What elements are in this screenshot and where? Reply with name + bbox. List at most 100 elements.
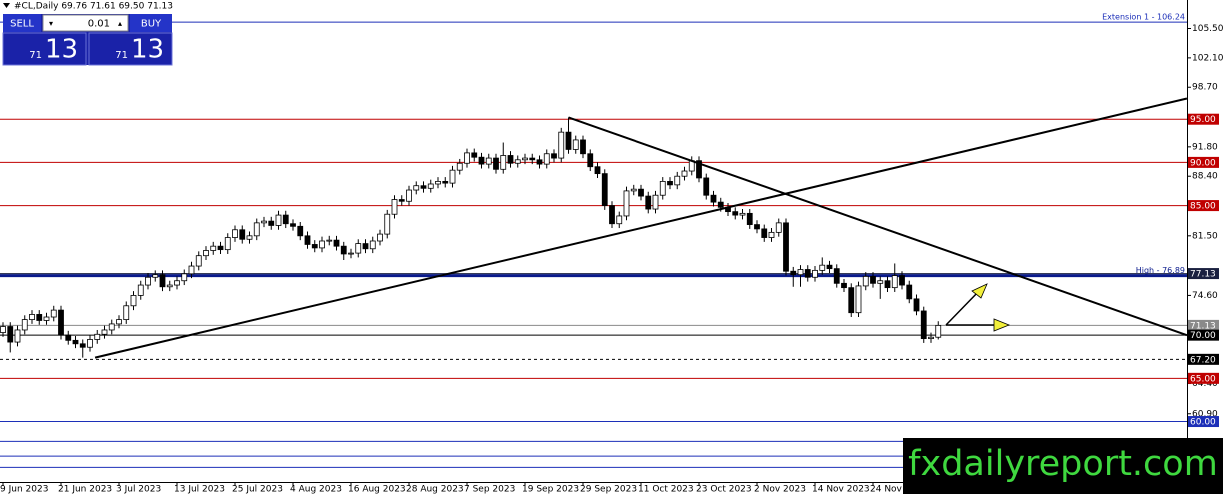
buy-price-small: 71 [115, 50, 128, 61]
sell-button[interactable] [3, 14, 41, 32]
candle-body [442, 180, 449, 184]
candle-body [630, 188, 637, 192]
candle-body [174, 280, 180, 286]
lot-up[interactable]: ▴ [118, 19, 122, 28]
candle-body [87, 339, 93, 348]
candle-body [862, 276, 869, 287]
candle-body [391, 199, 398, 215]
candle-body [746, 212, 753, 225]
candle-body [920, 310, 927, 340]
level-annotation: Extension 1 - 106.24 [1102, 13, 1185, 22]
candle-body [188, 265, 195, 275]
candle-body [812, 269, 818, 278]
menu-icon[interactable] [3, 3, 10, 8]
candle-body [754, 224, 760, 230]
candle-body [493, 157, 499, 170]
candle-body [884, 280, 891, 289]
y-tick-label: 102.10 [1192, 53, 1223, 63]
candle-body [253, 222, 260, 237]
candle-body [319, 240, 325, 249]
lot-down[interactable]: ▾ [49, 19, 53, 28]
candle-body [340, 245, 347, 255]
candle-body [152, 274, 159, 278]
sell-price-small: 71 [29, 50, 42, 61]
level-label-bg [1188, 416, 1219, 428]
candle-body [906, 284, 913, 300]
y-tick-label: 74.60 [1192, 291, 1218, 301]
x-tick-label: 7 Sep 2023 [464, 485, 515, 495]
candle-body [145, 276, 151, 286]
level-label-bg [1188, 319, 1219, 331]
buy-price-big: 13 [131, 35, 164, 65]
x-tick-label: 19 Sep 2023 [522, 485, 579, 495]
level-label: 70.00 [1190, 331, 1216, 341]
lot-input[interactable] [42, 14, 129, 32]
level-label: 65.00 [1190, 374, 1216, 384]
candle-body [159, 274, 166, 288]
candle-body [732, 211, 739, 216]
candle-body [21, 319, 28, 331]
candle-body [623, 190, 630, 217]
buy-price-box[interactable] [88, 32, 173, 66]
candle-body [123, 305, 130, 321]
candle-body [166, 284, 173, 288]
candle-body [877, 280, 884, 284]
x-tick-label: 3 Jul 2023 [116, 485, 161, 495]
arrow-head [971, 283, 988, 299]
x-tick-label: 23 Oct 2023 [696, 485, 752, 495]
candle-body [116, 319, 122, 325]
y-tick-label: 81.50 [1192, 231, 1218, 241]
candle-body [558, 131, 565, 159]
candle-body [195, 255, 202, 267]
level-label: 67.20 [1190, 355, 1216, 365]
buy-label: BUY [141, 19, 162, 30]
candle-body [406, 189, 412, 202]
candle-body [696, 160, 702, 179]
candle-body [435, 180, 441, 185]
candle-body [645, 195, 652, 210]
candle-body [870, 276, 876, 284]
candle-body [710, 194, 717, 203]
arrow-up [945, 289, 981, 326]
candle-body [855, 285, 862, 314]
candle-body [768, 231, 775, 238]
y-tick-label: 91.80 [1192, 142, 1218, 152]
candle-body [36, 314, 43, 321]
level-annotation: High - 76.89 [1136, 266, 1185, 275]
candle-body [587, 153, 594, 168]
candle-body [804, 269, 811, 278]
candle-body [594, 166, 601, 175]
candle-body [268, 220, 275, 226]
candle-body [638, 188, 644, 197]
level-label-bg [1188, 113, 1219, 125]
candle-body [275, 214, 282, 226]
candle-body [29, 314, 35, 321]
candle-body [848, 287, 855, 314]
candle-body [181, 273, 188, 282]
candle-body [935, 324, 942, 338]
candle-body [94, 333, 101, 340]
candle-body [246, 235, 253, 240]
candle-body [14, 329, 21, 343]
level-label-bg [1188, 156, 1219, 168]
candle-body [333, 239, 340, 247]
candle-body [261, 220, 267, 224]
candle-body [297, 225, 304, 237]
arrows [945, 283, 1011, 332]
candle-body [790, 270, 797, 276]
x-tick-label: 11 Oct 2023 [638, 485, 694, 495]
level-label: 90.00 [1190, 158, 1216, 168]
x-tick-label: 24 Nov 2023 [870, 485, 928, 495]
y-tick-label: 60.90 [1192, 409, 1218, 419]
candle-body [478, 156, 485, 165]
buy-button[interactable] [130, 14, 172, 32]
candle-body [137, 284, 144, 296]
level-label: 60.00 [1190, 418, 1216, 428]
candle-body [65, 334, 72, 341]
candle-body [928, 336, 934, 340]
sell-label: SELL [10, 19, 34, 30]
candle-body [507, 155, 514, 164]
candle-body [485, 157, 492, 165]
x-tick-label: 14 Nov 2023 [812, 485, 870, 495]
sell-price-box[interactable] [2, 32, 87, 66]
